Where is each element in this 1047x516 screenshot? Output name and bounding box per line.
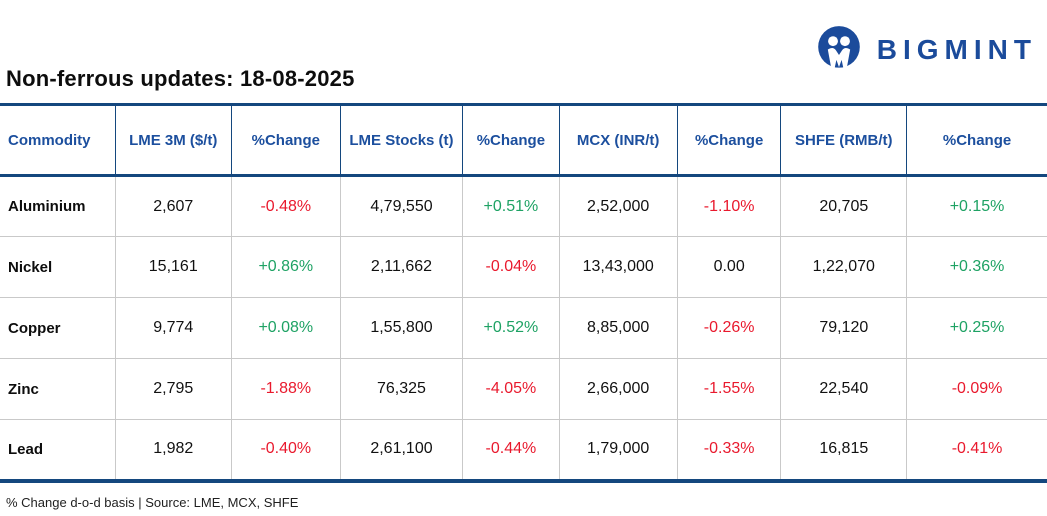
column-header-3: LME Stocks (t): [339, 104, 463, 176]
change-value: +0.52%: [462, 297, 560, 359]
change-value: -0.33%: [676, 419, 781, 481]
table-row-zinc: Zinc 2,795 -1.88% 76,325 -4.05% 2,66,000 -1.55…: [0, 358, 1047, 420]
change-value: -1.10%: [676, 175, 781, 237]
commodity-name: Nickel: [8, 258, 53, 276]
column-header-4: %Change: [462, 104, 560, 176]
header-row: Commodity LME 3M ($/t) %Change LME Stocks (…: [0, 104, 1047, 176]
price-value: 2,61,100: [339, 419, 463, 481]
change-value: +0.15%: [906, 175, 1047, 237]
brand-name: BIGMINT: [876, 34, 1037, 65]
change-value: -0.09%: [906, 358, 1047, 420]
price-value: 1,22,070: [780, 236, 907, 298]
commodity-table: Commodity LME 3M ($/t) %Change LME Stocks (…: [0, 103, 1047, 483]
change-value: +0.25%: [906, 297, 1047, 359]
change-value: -4.05%: [462, 358, 560, 420]
price-value: 76,325: [339, 358, 463, 420]
table-row-copper: Copper 9,774 +0.08% 1,55,800 +0.52% 8,85,000-…: [0, 297, 1047, 359]
change-value: -1.88%: [230, 358, 341, 420]
change-value: +0.08%: [230, 297, 341, 359]
price-value: 2,607: [114, 175, 232, 237]
change-value: +0.36%: [906, 236, 1047, 298]
change-value: -1.55%: [676, 358, 781, 420]
column-header-2: %Change: [230, 104, 341, 176]
price-value: 20,705: [780, 175, 907, 237]
commodity-name: Zinc: [8, 380, 39, 398]
price-value: 2,66,000: [558, 358, 678, 420]
price-value: 9,774: [114, 297, 232, 359]
price-value: 8,85,000: [558, 297, 678, 359]
table-row-lead: Lead 1,982 -0.40% 2,61,100 -0.44% 1,79,000 -0.…: [0, 419, 1047, 481]
column-header-5: MCX (INR/t): [558, 104, 678, 176]
column-header-6: %Change: [676, 104, 781, 176]
commodity-table-container: Commodity LME 3M ($/t) %Change LME Stocks (…: [0, 103, 1047, 483]
commodity-name: Aluminium: [8, 198, 86, 215]
commodity-name: Lead: [8, 440, 44, 458]
price-value: 1,55,800: [339, 297, 463, 359]
price-value: 16,815: [780, 419, 907, 481]
page-title: Non-ferrous updates: 18-08-2025: [6, 66, 355, 91]
price-value: 2,11,662: [339, 236, 463, 298]
change-value: +0.51%: [462, 175, 560, 237]
price-value: 2,52,000: [558, 175, 678, 237]
change-value: -0.40%: [230, 419, 341, 481]
column-header-0: Commodity: [8, 131, 91, 149]
change-value: +0.86%: [230, 236, 341, 298]
table-row-aluminium: Aluminium 2,607 -0.48% 4,79,550 +0.51% 2,52,0…: [0, 175, 1047, 237]
price-value: 15,161: [114, 236, 232, 298]
price-value: 1,79,000: [558, 419, 678, 481]
column-header-8: %Change: [906, 104, 1047, 176]
change-value: -0.04%: [462, 236, 560, 298]
change-value: -0.26%: [676, 297, 781, 359]
table-row-nickel: Nickel 15,161 +0.86% 2,11,662 -0.04% 13,43,00…: [0, 236, 1047, 298]
price-value: 13,43,000: [558, 236, 678, 298]
change-value: -0.48%: [230, 175, 341, 237]
bigmint-people-m-icon: [817, 26, 860, 73]
price-value: 22,540: [780, 358, 907, 420]
column-header-7: SHFE (RMB/t): [780, 104, 907, 176]
source-note: % Change d-o-d basis | Source: LME, MCX,…: [6, 495, 299, 510]
price-value: 79,120: [780, 297, 907, 359]
change-value: -0.41%: [906, 419, 1047, 481]
change-value: -0.44%: [462, 419, 560, 481]
bigmint-logo: BIGMINT: [813, 24, 1037, 76]
change-value: 0.00: [676, 236, 781, 298]
price-value: 4,79,550: [339, 175, 463, 237]
price-value: 2,795: [114, 358, 232, 420]
column-header-1: LME 3M ($/t): [114, 104, 232, 176]
price-value: 1,982: [114, 419, 232, 481]
commodity-name: Copper: [8, 319, 61, 337]
table-body: Aluminium 2,607 -0.48% 4,79,550 +0.51% 2,52,0…: [0, 175, 1047, 481]
